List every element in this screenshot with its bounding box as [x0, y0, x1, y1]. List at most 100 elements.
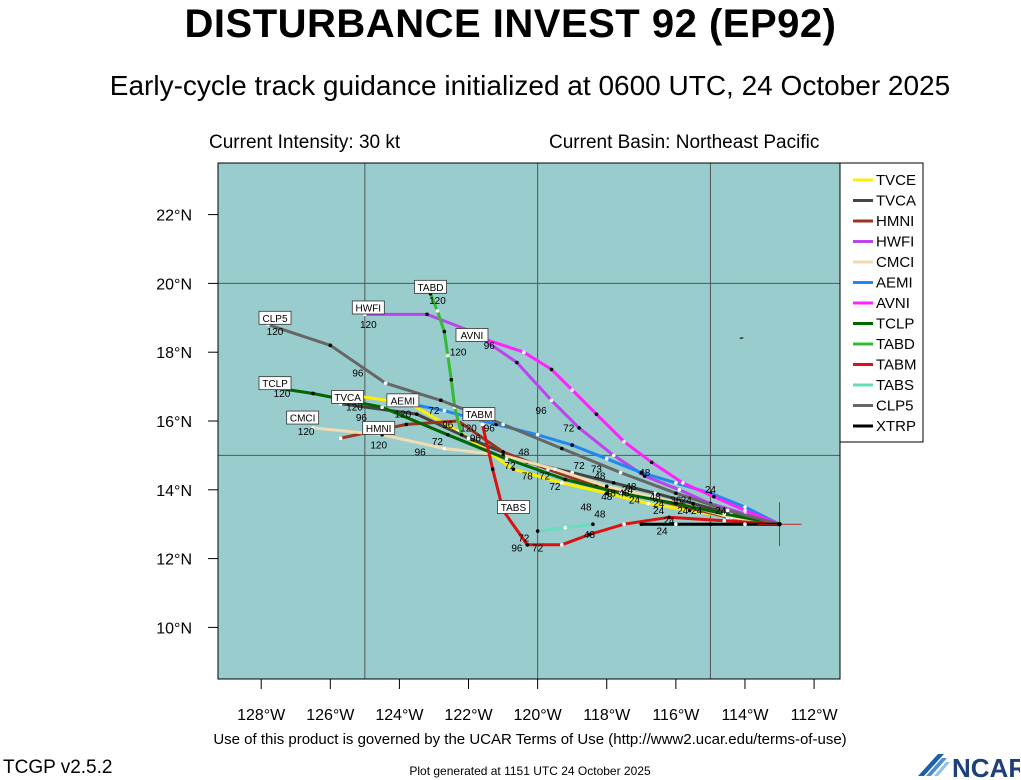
forecast-hour-label: 24: [653, 506, 665, 517]
track-point-tvca: [691, 501, 695, 506]
track-point-tabd: [449, 377, 454, 382]
track-tvca: [339, 402, 781, 526]
track-point-avni: [680, 481, 685, 485]
legend-label-tvca: TVCA: [876, 193, 916, 210]
forecast-hour-label: 48: [618, 489, 630, 500]
forecast-hour-label: 72: [428, 406, 440, 417]
x-tick-label: 122°W: [444, 707, 493, 724]
track-point-tclp: [722, 512, 727, 516]
forecast-hour-label: 96: [415, 447, 427, 458]
forecast-hour-label: 48: [594, 471, 606, 482]
track-point-hwfi: [611, 453, 616, 458]
legend-label-cmci: CMCI: [876, 254, 914, 271]
forecast-hour-label: 72: [563, 423, 575, 434]
track-point-hwfi: [515, 360, 519, 365]
ocean-background: [218, 163, 840, 679]
legend-label-tabd: TABD: [876, 336, 915, 353]
y-tick-label: 14°N: [156, 483, 192, 500]
track-point-aemi: [570, 443, 574, 447]
track-point-xtrp: [743, 522, 747, 526]
track-point-hwfi: [677, 488, 682, 492]
legend-label-tabm: TABM: [876, 357, 917, 374]
forecast-hour-label: 96: [356, 413, 368, 424]
track-point-tclp: [618, 491, 623, 496]
model-box-label: TABS: [501, 503, 527, 514]
current-basin-label: Current Basin: Northeast Pacific: [549, 132, 820, 153]
track-point-tvce: [604, 491, 609, 496]
forecast-hour-label: 24: [715, 506, 727, 517]
forecast-hour-label: 48: [650, 492, 662, 503]
track-point-avni: [594, 412, 599, 416]
track-point-avni: [622, 439, 626, 444]
track-point-tclp: [674, 501, 678, 506]
track-point-avni: [570, 388, 574, 392]
track-point-tvca: [466, 436, 471, 441]
y-tick-label: 18°N: [156, 345, 192, 362]
model-box-label: HMNI: [366, 424, 392, 435]
forecast-hour-label: 73: [591, 465, 603, 476]
track-point-tabm: [622, 522, 626, 526]
legend-label-avni: AVNI: [876, 295, 910, 312]
track-point-tclp: [504, 457, 509, 461]
track-point-tvca: [414, 412, 419, 416]
forecast-hour-label: 96: [484, 341, 496, 352]
model-box-label: TCLP: [262, 379, 288, 390]
track-point-tabd: [442, 329, 447, 334]
forecast-hour-label: 96: [511, 544, 523, 555]
track-point-hmni: [501, 450, 505, 454]
legend-label-xtrp: XTRP: [876, 418, 916, 435]
track-point-clp5: [618, 470, 623, 475]
forecast-hour-label: 78: [522, 471, 534, 482]
track-point-tabs: [535, 529, 540, 533]
model-box-label: AEMI: [391, 396, 415, 407]
track-point-hmni: [338, 436, 343, 441]
forecast-hour-label: 72: [549, 482, 561, 493]
track-point-tabd: [445, 353, 450, 358]
track-point-tvca: [653, 491, 657, 496]
forecast-hour-label: 48: [625, 482, 637, 493]
forecast-hour-label: 24: [705, 485, 717, 496]
forecast-hour-label: 24: [681, 496, 693, 507]
x-tick-label: 116°W: [652, 707, 700, 724]
model-box-label-frame: [462, 407, 496, 422]
track-point-clp5: [328, 343, 333, 348]
track-point-tabm: [560, 543, 564, 547]
model-box-label-frame: [258, 376, 292, 391]
track-point-avni: [522, 350, 526, 355]
model-box-label-frame: [351, 300, 385, 315]
track-point-avni: [649, 460, 654, 465]
track-point-avni: [712, 494, 716, 499]
track-point-aemi: [674, 481, 678, 485]
x-tick-label: 114°W: [721, 707, 769, 724]
y-tick-label: 20°N: [156, 276, 192, 293]
track-point-tabd: [459, 432, 464, 437]
forecast-hour-label: 96: [442, 420, 454, 431]
forecast-hour-label: 120: [450, 348, 467, 359]
model-box-label: CLP5: [263, 314, 288, 325]
x-tick-label: 124°W: [375, 707, 424, 724]
forecast-hour-label: 96: [352, 368, 364, 379]
x-tick-label: 118°W: [583, 707, 631, 724]
track-point-aemi: [535, 432, 540, 437]
legend-label-clp5: CLP5: [876, 398, 914, 415]
model-box-label-frame: [258, 310, 292, 325]
plot-generated-text: Plot generated at 1151 UTC 24 October 20…: [409, 764, 651, 778]
track-point-hwfi: [549, 398, 554, 403]
forecast-hour-label: 120: [267, 327, 284, 338]
track-point-clp5: [439, 398, 443, 403]
track-point-xtrp: [708, 522, 713, 526]
terms-of-use-text: Use of this product is governed by the U…: [213, 731, 847, 748]
model-box-label: HWFI: [356, 303, 382, 314]
y-tick-label: 10°N: [156, 620, 192, 637]
track-point-clp5: [674, 491, 678, 496]
legend-label-hmni: HMNI: [876, 213, 914, 230]
model-box-label-frame: [362, 420, 396, 435]
forecast-hour-label: 48: [605, 489, 617, 500]
track-point-tabm: [480, 422, 485, 427]
track-point-tabs: [563, 525, 568, 530]
model-box-label: TABM: [465, 410, 492, 421]
track-point-cmci: [604, 484, 609, 489]
track-point-clp5: [560, 446, 564, 451]
ncar-logo: NCAR: [918, 753, 1020, 780]
